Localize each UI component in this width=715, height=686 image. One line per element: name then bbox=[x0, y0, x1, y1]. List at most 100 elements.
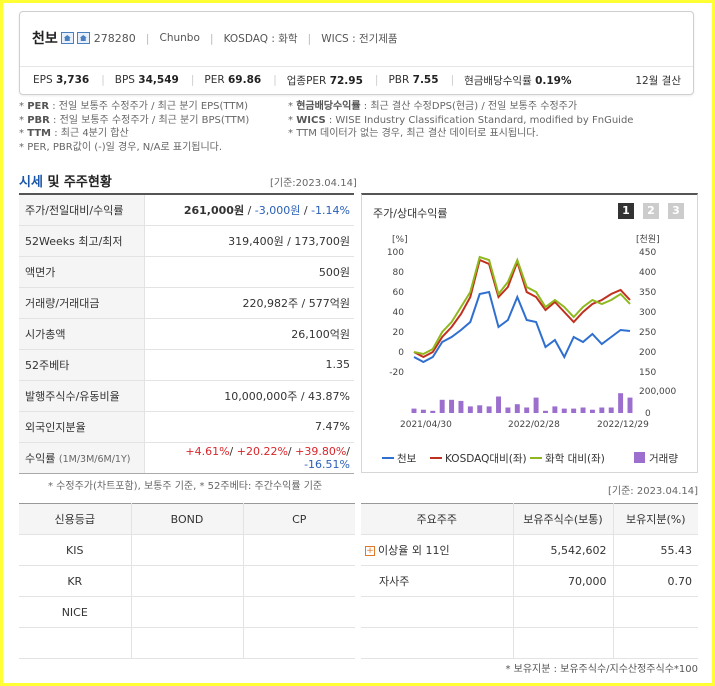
holder-shares: 5,542,602 bbox=[513, 534, 614, 566]
notes-left: * PER : 전일 보통주 수정주가 / 최근 분기 EPS(TTM) * P… bbox=[19, 100, 249, 154]
row-value: 1.35 bbox=[144, 349, 354, 381]
cp-cell bbox=[243, 627, 355, 659]
note-item: * PBR : 전일 보통주 수정주가 / 최근 분기 BPS(TTM) bbox=[19, 114, 250, 126]
table-row bbox=[19, 627, 355, 659]
volume-tick-label: 200,000 bbox=[639, 387, 676, 397]
note-item: * WICS : WISE Industry Classification St… bbox=[288, 114, 634, 126]
volume-bar bbox=[627, 397, 633, 413]
right-axis-unit: [천원] bbox=[636, 234, 660, 245]
volume-bar bbox=[505, 407, 511, 413]
volume-bar bbox=[608, 407, 614, 413]
column-header: 주요주주 bbox=[361, 503, 514, 535]
cp-cell bbox=[243, 534, 355, 566]
volume-bar bbox=[561, 408, 567, 413]
row-label: 액면가 bbox=[19, 256, 145, 288]
sector-per-stat: 업종PER 72.95 bbox=[286, 74, 363, 87]
divider: | bbox=[145, 31, 150, 45]
row-label: 주가/전일대비/수익률 bbox=[19, 194, 145, 226]
volume-bar bbox=[411, 408, 417, 413]
note-item: * TTM 데이터가 없는 경우, 최근 결산 데이터로 표시됩니다. bbox=[288, 128, 539, 139]
price-table: 주가/전일대비/수익률 261,000원 / -3,000원 / -1.14% … bbox=[19, 193, 354, 474]
table-row: NICE bbox=[19, 596, 355, 628]
right-tick-label: 200 bbox=[639, 348, 656, 358]
row-value: 319,400원 / 173,700원 bbox=[144, 225, 354, 257]
holder-name bbox=[361, 627, 514, 659]
volume-bar bbox=[477, 405, 483, 413]
bond-cell bbox=[131, 596, 244, 628]
volume-bar bbox=[589, 409, 595, 413]
note-item: * TTM : 최근 4분기 합산 bbox=[19, 128, 129, 139]
notes-right: * 현금배당수익률 : 최근 결산 수정DPS(현금) / 전일 보통주 수정주… bbox=[288, 100, 633, 141]
volume-bar bbox=[514, 404, 520, 413]
column-header: 보유주식수(보통) bbox=[513, 503, 614, 535]
agency-cell: KIS bbox=[19, 534, 132, 566]
right-tick-label: 400 bbox=[639, 268, 656, 278]
chart-page-3-button[interactable]: 3 bbox=[668, 203, 684, 219]
chart-title: 주가/상대수익률 bbox=[373, 207, 448, 220]
holder-shares bbox=[513, 596, 614, 628]
row-value: 7.47% bbox=[144, 411, 354, 443]
row-value: 26,100억원 bbox=[144, 318, 354, 350]
chart-page-2-button[interactable]: 2 bbox=[643, 203, 659, 219]
stock-code: 278280 bbox=[93, 31, 136, 45]
volume-bar bbox=[552, 406, 558, 413]
volume-bar bbox=[524, 407, 530, 413]
table-row: 52Weeks 최고/최저 319,400원 / 173,700원 bbox=[19, 225, 354, 257]
table-row: 시가총액 26,100억원 bbox=[19, 318, 354, 350]
volume-bar bbox=[458, 400, 464, 413]
series-line bbox=[413, 290, 631, 364]
bond-cell bbox=[131, 565, 244, 597]
home-icon[interactable] bbox=[60, 32, 74, 44]
company-summary: 천보 278280 | Chunbo | KOSDAQ : 화학 | WICS … bbox=[19, 11, 694, 95]
table-row: 액면가 500원 bbox=[19, 256, 354, 288]
table-row bbox=[361, 627, 698, 659]
divider: | bbox=[209, 31, 214, 45]
volume-bar bbox=[449, 399, 455, 413]
table-row: 수익률 (1M/3M/6M/1Y) +4.61%/ +20.22%/ +39.8… bbox=[19, 442, 354, 474]
table-row: + 이상율 외 11인 5,542,602 55.43 bbox=[361, 534, 698, 566]
volume-bar bbox=[618, 393, 624, 413]
holders-base-date: [기준: 2023.04.14] bbox=[608, 486, 699, 497]
left-tick-label: 100 bbox=[387, 248, 404, 258]
ir-home-icon[interactable] bbox=[76, 32, 90, 44]
base-date: [기준:2023.04.14] bbox=[270, 178, 357, 189]
holder-shares: 70,000 bbox=[513, 565, 614, 597]
row-label: 외국인지분율 bbox=[19, 411, 145, 443]
left-tick-label: 80 bbox=[393, 268, 405, 278]
company-eng-name: Chunbo bbox=[159, 32, 200, 44]
left-tick-label: 20 bbox=[393, 328, 405, 338]
returns-value: +4.61%/ +20.22%/ +39.80%/ -16.51% bbox=[144, 442, 354, 474]
column-header: 보유지분(%) bbox=[613, 503, 698, 535]
bps-stat: BPS 34,549 bbox=[114, 74, 179, 86]
column-header: CP bbox=[243, 503, 355, 535]
row-label: 거래량/거래대금 bbox=[19, 287, 145, 319]
expand-icon[interactable]: + bbox=[365, 546, 375, 556]
table-row: 주가/전일대비/수익률 261,000원 / -3,000원 / -1.14% bbox=[19, 194, 354, 226]
right-tick-label: 250 bbox=[639, 328, 656, 338]
bond-cell bbox=[131, 534, 244, 566]
chart-page-1-button[interactable]: 1 bbox=[618, 203, 634, 219]
agency-cell bbox=[19, 627, 132, 659]
left-tick-label: 60 bbox=[393, 288, 405, 298]
row-value: 261,000원 / -3,000원 / -1.14% bbox=[144, 194, 354, 226]
bond-cell bbox=[131, 627, 244, 659]
column-header: BOND bbox=[131, 503, 244, 535]
right-tick-label: 450 bbox=[639, 248, 656, 258]
table-row: KIS bbox=[19, 534, 355, 566]
table-row: 52주베타 1.35 bbox=[19, 349, 354, 381]
right-tick-label: 150 bbox=[639, 368, 656, 378]
agency-cell: NICE bbox=[19, 596, 132, 628]
per-stat: PER 69.86 bbox=[204, 74, 262, 86]
dividend-stat: 현금배당수익률 0.19% bbox=[464, 74, 572, 87]
volume-tick-label: 0 bbox=[645, 409, 651, 419]
cp-cell bbox=[243, 596, 355, 628]
holder-name bbox=[361, 596, 514, 628]
volume-bar bbox=[439, 399, 445, 413]
section-title: 시세 및 주주현황 bbox=[19, 175, 112, 190]
legend-label: 화학 대비(좌) bbox=[545, 453, 605, 465]
column-header: 신용등급 bbox=[19, 503, 132, 535]
left-axis-unit: [%] bbox=[392, 235, 408, 245]
summary-divider bbox=[20, 66, 693, 67]
table-row: 외국인지분율 7.47% bbox=[19, 411, 354, 443]
